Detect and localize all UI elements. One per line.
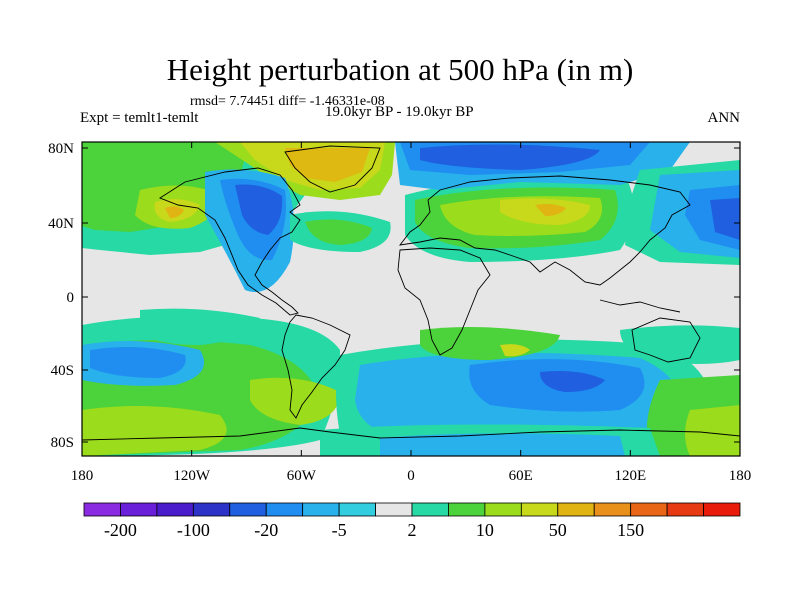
contour-spacific-north-teal [140,308,260,345]
coast-australia [631,317,701,363]
colorbar-swatch [302,502,340,517]
period-label: 19.0kyr BP - 19.0kyr BP [325,104,474,120]
coast-indonesia [599,299,681,313]
lon-tick-label: 60E [509,468,533,484]
contour-south-indian-lime [500,344,530,357]
lon-tick-label: 180 [71,468,94,484]
colorbar-swatch [593,502,632,517]
colorbar-label: -5 [332,520,347,540]
contour-indian-darkblue [540,371,605,392]
coast-north-america [159,167,301,316]
colorbar-swatch [557,502,595,517]
colorbar-swatch [83,502,121,517]
contour-spacific-blue [90,346,186,378]
colorbar: -200 -100 -20 -5 2 10 50 150 [83,502,741,540]
colorbar-label: 50 [549,520,567,540]
contour-siberia-darkblue [420,144,600,170]
contour-atlantic-green [305,219,372,245]
contour-eurasia-orange [535,204,566,216]
lon-tick-label: 60W [287,468,317,484]
contour-greenland-gold [285,148,370,182]
colorbar-swatch [229,502,267,517]
colorbar-label: -200 [104,520,137,540]
colorbar-swatch [375,502,413,517]
lat-tick-label: 80S [51,435,74,451]
lon-tick-label: 180 [729,468,752,484]
lat-tick-label: 40N [48,216,74,232]
colorbar-swatch [703,502,741,517]
lat-ticks: 80N 40N 0 40S 80S [48,141,740,451]
contour-satlantic-green [250,377,340,425]
colorbar-swatch [411,502,449,517]
experiment-label: Expt = temlt1-temlt [80,110,199,126]
colorbar-swatch [666,502,704,517]
lon-tick-label: 0 [407,468,415,484]
contour-antarctic-lightblue [380,433,625,456]
stats-label: rmsd= 7.74451 diff= -1.46331e-08 [190,94,385,109]
coast-greenland [284,145,381,193]
colorbar-swatch [192,502,231,517]
colorbar-label: 150 [617,520,644,540]
colorbar-swatch [520,502,559,517]
contour-spacific-lime [82,406,227,456]
coast-antarctica [82,427,740,441]
contour-npacific-orange [165,206,184,218]
lon-tick-label: 120E [614,468,646,484]
colorbar-label: -100 [177,520,210,540]
colorbar-swatch [630,502,668,517]
coastlines [82,145,740,441]
colorbar-label: 10 [476,520,494,540]
contour-field [82,142,740,456]
contour-namerica-darkblue [235,184,283,235]
coast-eurasia [398,175,691,286]
colorbar-swatch [484,502,522,517]
contour-spacific-east-lime [685,405,740,456]
colorbar-label: -20 [254,520,278,540]
coast-africa [397,247,491,356]
colorbar-label: 2 [408,520,417,540]
lon-tick-label: 120W [173,468,211,484]
coast-south-america [281,314,351,419]
colorbar-swatch [156,502,194,517]
colorbar-swatch [338,502,376,517]
contour-epacific-darkblue [710,198,740,240]
lat-tick-label: 80N [48,141,74,157]
contour-australia-teal [620,325,740,364]
map-title: Height perturbation at 500 hPa (in m) [166,52,634,87]
colorbar-swatch [120,502,158,517]
lat-tick-label: 0 [67,290,75,306]
season-label: ANN [707,110,741,126]
colorbar-swatch [448,502,486,517]
lat-tick-label: 40S [51,363,74,379]
lon-ticks: 180 120W 60W 0 60E 120E 180 [71,142,752,484]
colorbar-swatch [265,502,304,517]
